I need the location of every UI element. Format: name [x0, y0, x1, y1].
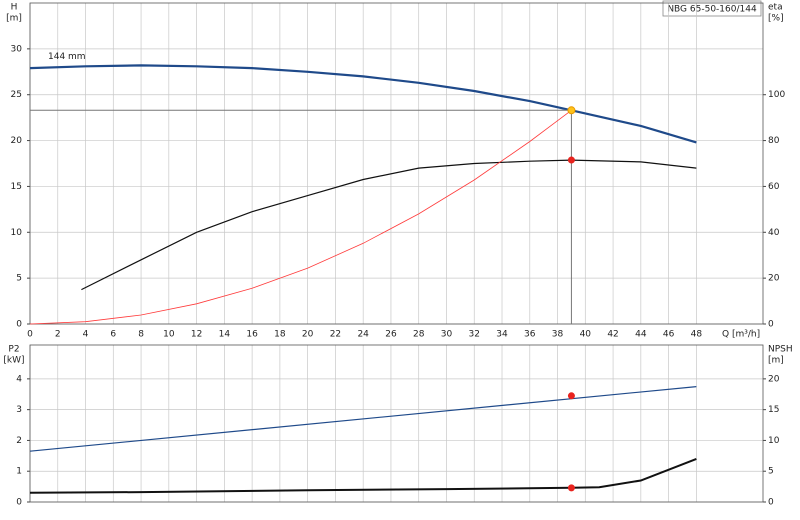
- curve: [29, 109, 572, 325]
- y2-tick-label: 0: [768, 498, 774, 508]
- y2-axis-label: NPSH: [768, 345, 793, 355]
- x-tick-label: 24: [357, 330, 369, 340]
- y2-tick-label: 5: [768, 467, 774, 477]
- y-axis-label: P2: [8, 345, 19, 355]
- y-tick-label: 4: [16, 374, 22, 384]
- y-tick-label: 2: [16, 436, 22, 446]
- plot-frame: [29, 2, 764, 325]
- x-tick-label: 28: [413, 330, 425, 340]
- curve: [29, 457, 697, 494]
- y-axis-unit: [m]: [6, 14, 22, 24]
- y-tick-label: 30: [11, 44, 23, 54]
- y2-tick-label: 40: [768, 228, 780, 238]
- y2-tick-label: 20: [768, 374, 780, 384]
- y-tick-label: 0: [16, 320, 22, 330]
- x-tick-label: 2: [55, 330, 61, 340]
- x-tick-label: 38: [552, 330, 564, 340]
- x-tick-label: 8: [138, 330, 144, 340]
- x-tick-label: 34: [496, 330, 508, 340]
- curve: [81, 159, 697, 291]
- y-tick-label: 15: [11, 182, 22, 192]
- y-tick-label: 20: [11, 136, 23, 146]
- x-tick-label: 18: [274, 330, 286, 340]
- x-tick-label: 32: [469, 330, 480, 340]
- x-tick-label: 26: [385, 330, 397, 340]
- y2-tick-label: 80: [768, 136, 780, 146]
- x-tick-label: 36: [524, 330, 536, 340]
- annotation: 144 mm: [48, 52, 86, 62]
- plot-frame: [29, 344, 764, 503]
- chart-title: NBG 65-50-160/144: [667, 5, 757, 15]
- y2-axis-label: eta: [768, 3, 783, 13]
- operating-point: [567, 156, 575, 164]
- y2-tick-label: 10: [768, 436, 780, 446]
- y2-tick-label: 100: [768, 90, 785, 100]
- operating-point: [567, 106, 576, 115]
- x-axis-label: Q [m³/h]: [722, 330, 760, 340]
- x-tick-label: 14: [219, 330, 231, 340]
- x-tick-label: 4: [83, 330, 89, 340]
- title-box: [662, 0, 762, 17]
- x-tick-label: 30: [441, 330, 453, 340]
- x-tick-label: 22: [330, 330, 341, 340]
- x-tick-label: 46: [663, 330, 675, 340]
- y2-tick-label: 20: [768, 274, 780, 284]
- curve: [29, 386, 697, 452]
- y-tick-label: 10: [11, 228, 23, 238]
- y-tick-label: 0: [16, 498, 22, 508]
- y2-tick-label: 15: [768, 405, 779, 415]
- x-tick-label: 12: [191, 330, 202, 340]
- y2-axis-unit: [%]: [768, 14, 784, 24]
- x-tick-label: 48: [691, 330, 703, 340]
- y-axis-label: H: [11, 3, 18, 13]
- y-tick-label: 1: [16, 467, 22, 477]
- x-tick-label: 44: [635, 330, 647, 340]
- y-tick-label: 3: [16, 405, 22, 415]
- x-tick-label: 20: [302, 330, 314, 340]
- y-tick-label: 5: [16, 274, 22, 284]
- operating-point: [567, 392, 575, 400]
- x-tick-label: 16: [246, 330, 258, 340]
- x-tick-label: 0: [27, 330, 33, 340]
- x-tick-label: 40: [580, 330, 592, 340]
- x-tick-label: 10: [163, 330, 175, 340]
- y-tick-label: 25: [11, 90, 22, 100]
- y2-axis-unit: [m]: [768, 356, 784, 366]
- y-axis-unit: [kW]: [3, 356, 24, 366]
- x-tick-label: 6: [110, 330, 116, 340]
- operating-point: [567, 484, 575, 492]
- x-tick-label: 42: [607, 330, 618, 340]
- y2-tick-label: 60: [768, 182, 780, 192]
- y2-tick-label: 0: [768, 320, 774, 330]
